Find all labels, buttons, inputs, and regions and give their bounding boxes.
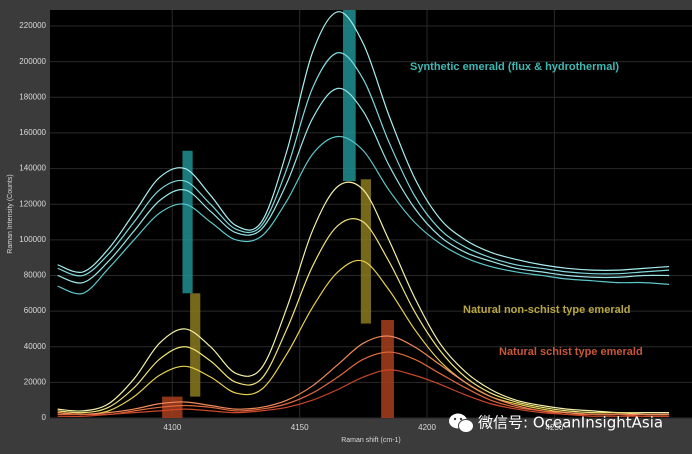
highlight-band xyxy=(381,320,394,418)
y-tick-label: 80000 xyxy=(24,271,47,280)
y-tick-label: 220000 xyxy=(19,21,46,30)
annotation: Synthetic emerald (flux & hydrothermal) xyxy=(410,61,619,73)
x-axis-label: Raman shift (cm-1) xyxy=(341,437,401,444)
highlight-band xyxy=(182,150,193,294)
watermark-icon xyxy=(449,413,474,433)
y-tick-label: 60000 xyxy=(24,306,47,315)
y-tick-label: 120000 xyxy=(19,199,46,208)
spectrum-line xyxy=(57,52,670,277)
spectrum-line xyxy=(57,87,670,284)
y-tick-label: 100000 xyxy=(19,235,46,244)
spectrum-line xyxy=(57,369,670,417)
highlight-band xyxy=(190,293,201,397)
spectrum-line xyxy=(57,335,670,416)
y-tick-label: 20000 xyxy=(24,377,47,386)
y-tick-label: 140000 xyxy=(19,164,46,173)
y-tick-label: 200000 xyxy=(19,57,46,66)
spectrum-line xyxy=(57,11,670,274)
highlight-band xyxy=(360,179,371,324)
annotation: Natural non-schist type emerald xyxy=(463,304,631,316)
x-tick-label: 4150 xyxy=(291,423,309,432)
spectrum-line xyxy=(57,181,670,414)
y-axis-label: Raman Intensity (Counts) xyxy=(7,174,14,253)
y-tick-label: 180000 xyxy=(19,92,46,101)
highlight-band xyxy=(342,10,356,182)
spectrum-line xyxy=(57,217,670,416)
x-tick-label: 4200 xyxy=(418,423,436,432)
y-tick-label: 40000 xyxy=(24,342,47,351)
watermark: 微信号: OceanInsightAsia xyxy=(478,414,663,432)
x-tick-label: 4250 xyxy=(546,423,564,432)
spectrum-line xyxy=(57,135,670,295)
y-tick-label: 0 xyxy=(42,413,47,422)
y-tick-label: 160000 xyxy=(19,128,46,137)
x-tick-label: 4100 xyxy=(163,423,181,432)
annotation: Natural schist type emerald xyxy=(499,346,643,358)
